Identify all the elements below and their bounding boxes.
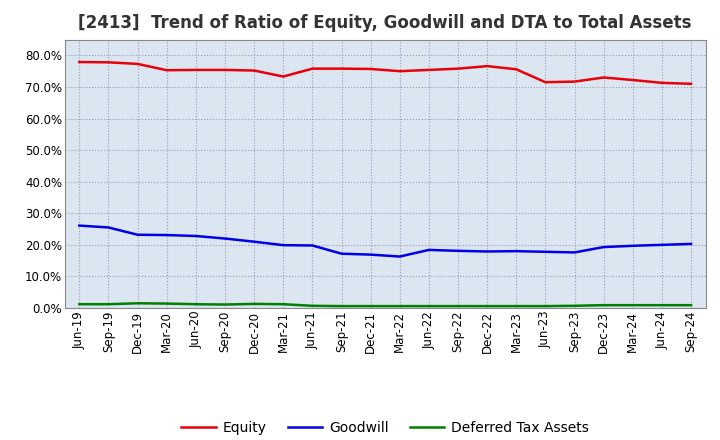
Goodwill [541, 249, 550, 254]
Goodwill [599, 244, 608, 249]
Equity [366, 66, 375, 72]
Deferred Tax Assets [541, 304, 550, 309]
Goodwill [308, 243, 317, 248]
Deferred Tax Assets [395, 304, 404, 309]
Goodwill [395, 254, 404, 259]
Equity [192, 67, 200, 73]
Goodwill [512, 249, 521, 254]
Goodwill [657, 242, 666, 247]
Equity [104, 60, 113, 65]
Equity [163, 68, 171, 73]
Deferred Tax Assets [250, 301, 258, 307]
Equity [570, 79, 579, 84]
Goodwill [75, 223, 84, 228]
Equity [483, 63, 492, 69]
Goodwill [250, 239, 258, 244]
Deferred Tax Assets [687, 303, 696, 308]
Equity [250, 68, 258, 73]
Goodwill [570, 250, 579, 255]
Deferred Tax Assets [454, 304, 462, 309]
Deferred Tax Assets [192, 301, 200, 307]
Deferred Tax Assets [279, 301, 287, 307]
Title: [2413]  Trend of Ratio of Equity, Goodwill and DTA to Total Assets: [2413] Trend of Ratio of Equity, Goodwil… [78, 15, 692, 33]
Equity [279, 74, 287, 79]
Equity [657, 80, 666, 85]
Equity [75, 59, 84, 65]
Equity [425, 67, 433, 73]
Equity [629, 77, 637, 83]
Deferred Tax Assets [163, 301, 171, 306]
Equity [220, 67, 229, 73]
Goodwill [192, 233, 200, 238]
Deferred Tax Assets [599, 303, 608, 308]
Equity [599, 75, 608, 80]
Equity [308, 66, 317, 71]
Deferred Tax Assets [337, 304, 346, 309]
Line: Equity: Equity [79, 62, 691, 84]
Deferred Tax Assets [483, 304, 492, 309]
Goodwill [279, 242, 287, 248]
Line: Deferred Tax Assets: Deferred Tax Assets [79, 303, 691, 306]
Equity [337, 66, 346, 71]
Legend: Equity, Goodwill, Deferred Tax Assets: Equity, Goodwill, Deferred Tax Assets [176, 415, 595, 440]
Equity [512, 66, 521, 72]
Deferred Tax Assets [308, 303, 317, 308]
Goodwill [425, 247, 433, 253]
Goodwill [133, 232, 142, 238]
Deferred Tax Assets [104, 301, 113, 307]
Goodwill [104, 225, 113, 230]
Equity [454, 66, 462, 71]
Equity [395, 69, 404, 74]
Goodwill [483, 249, 492, 254]
Deferred Tax Assets [512, 304, 521, 309]
Goodwill [220, 236, 229, 241]
Deferred Tax Assets [657, 303, 666, 308]
Deferred Tax Assets [425, 304, 433, 309]
Deferred Tax Assets [133, 301, 142, 306]
Equity [687, 81, 696, 86]
Equity [133, 61, 142, 66]
Deferred Tax Assets [75, 301, 84, 307]
Deferred Tax Assets [220, 302, 229, 307]
Goodwill [687, 241, 696, 246]
Deferred Tax Assets [570, 303, 579, 308]
Goodwill [454, 248, 462, 253]
Deferred Tax Assets [366, 304, 375, 309]
Deferred Tax Assets [629, 303, 637, 308]
Goodwill [366, 252, 375, 257]
Goodwill [337, 251, 346, 257]
Equity [541, 80, 550, 85]
Goodwill [629, 243, 637, 249]
Goodwill [163, 232, 171, 238]
Line: Goodwill: Goodwill [79, 226, 691, 257]
